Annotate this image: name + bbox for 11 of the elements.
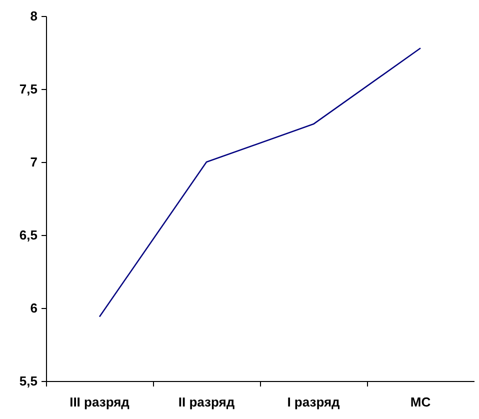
x-tick-label: МС: [410, 394, 432, 410]
y-tick-label: 6,5: [19, 228, 38, 242]
y-tick-label: 7,5: [19, 82, 38, 96]
y-tick-label: 5,5: [19, 374, 38, 388]
x-tick-label: III разряд: [70, 394, 130, 410]
x-tick-label: II разряд: [178, 394, 236, 410]
y-tick-label: 7: [30, 154, 38, 170]
x-tick-label: I разряд: [287, 394, 341, 410]
line-series: [98, 47, 422, 318]
y-tick-label: 6: [30, 300, 38, 316]
y-tick-label: 8: [30, 8, 38, 24]
